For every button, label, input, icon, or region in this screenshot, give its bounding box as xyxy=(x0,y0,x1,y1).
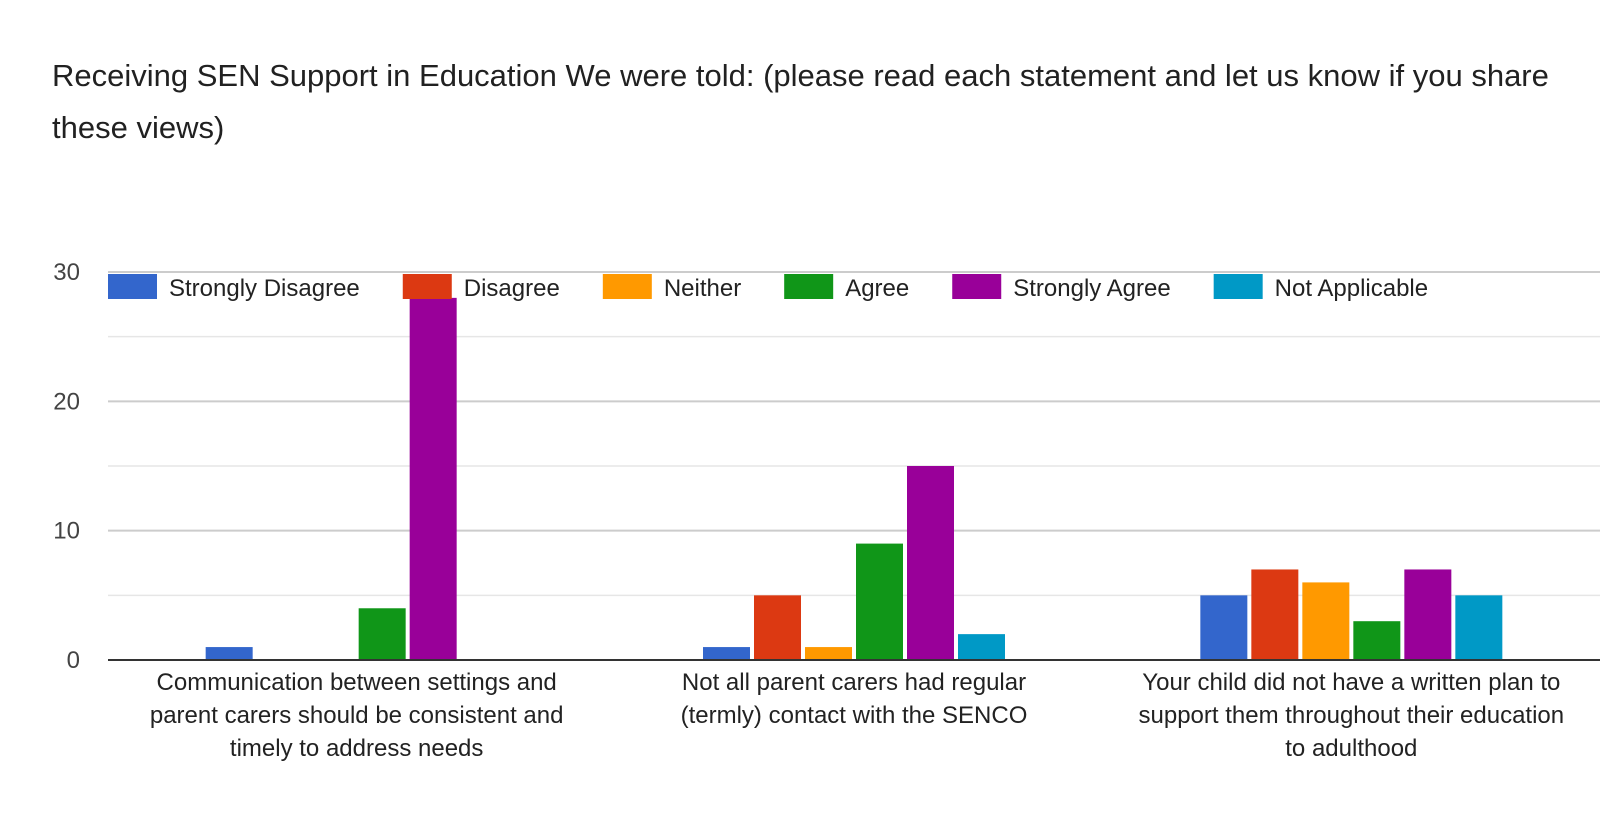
legend-swatch xyxy=(784,274,834,299)
legend-item-agree[interactable]: Agree xyxy=(784,274,909,302)
bar-strongly-agree[interactable] xyxy=(409,297,457,660)
legend-swatch xyxy=(402,274,452,299)
y-tick-label: 10 xyxy=(53,518,80,545)
bar-strongly-agree[interactable] xyxy=(907,466,954,660)
y-axis-ticks: 0 10 20 30 xyxy=(53,259,80,674)
y-tick-label: 0 xyxy=(67,647,80,674)
bar-neither[interactable] xyxy=(805,647,852,660)
legend-item-disagree[interactable]: Disagree xyxy=(402,274,560,302)
bar-agree[interactable] xyxy=(856,543,903,660)
legend-item-neither[interactable]: Neither xyxy=(602,274,741,302)
legend-item-strongly-disagree[interactable]: Strongly Disagree xyxy=(108,274,360,302)
legend[interactable]: Strongly Disagree Disagree Neither Agree Str… xyxy=(108,274,1428,302)
category-label: Communication between settings and parent… xyxy=(150,669,564,762)
bar-neither[interactable] xyxy=(1302,582,1350,660)
bar-strongly-disagree[interactable] xyxy=(703,647,750,660)
legend-item-strongly-agree[interactable]: Strongly Agree xyxy=(952,274,1171,302)
legend-label: Disagree xyxy=(464,275,560,302)
chart-title: Receiving SEN Support in Education We we… xyxy=(52,58,1549,145)
bar-strongly-agree[interactable] xyxy=(1404,569,1452,660)
bar-agree[interactable] xyxy=(358,608,406,660)
gridlines xyxy=(108,271,1600,597)
bar-not-applicable[interactable] xyxy=(1455,595,1503,660)
category-label: Your child did not have a written plan t… xyxy=(1139,669,1565,762)
y-tick-label: 30 xyxy=(53,259,80,286)
legend-item-not-applicable[interactable]: Not Applicable xyxy=(1213,274,1428,302)
legend-swatch xyxy=(1213,274,1263,299)
bar-agree[interactable] xyxy=(1353,621,1401,660)
legend-label: Neither xyxy=(664,275,741,302)
legend-label: Not Applicable xyxy=(1275,275,1428,302)
category-labels: Communication between settings and parent… xyxy=(150,669,1564,762)
y-tick-label: 20 xyxy=(53,388,80,415)
bar-disagree[interactable] xyxy=(754,595,801,660)
bar-not-applicable[interactable] xyxy=(958,634,1005,660)
bars xyxy=(205,297,1503,660)
category-label: Not all parent carers had regular (termly… xyxy=(681,669,1028,729)
bar-disagree[interactable] xyxy=(1251,569,1299,660)
legend-label: Strongly Disagree xyxy=(169,275,360,302)
legend-label: Strongly Agree xyxy=(1013,275,1170,302)
legend-swatch xyxy=(108,274,157,299)
legend-swatch xyxy=(602,274,652,299)
legend-label: Agree xyxy=(845,275,909,302)
bar-strongly-disagree[interactable] xyxy=(205,647,253,660)
legend-swatch xyxy=(952,274,1002,299)
bar-strongly-disagree[interactable] xyxy=(1200,595,1248,660)
